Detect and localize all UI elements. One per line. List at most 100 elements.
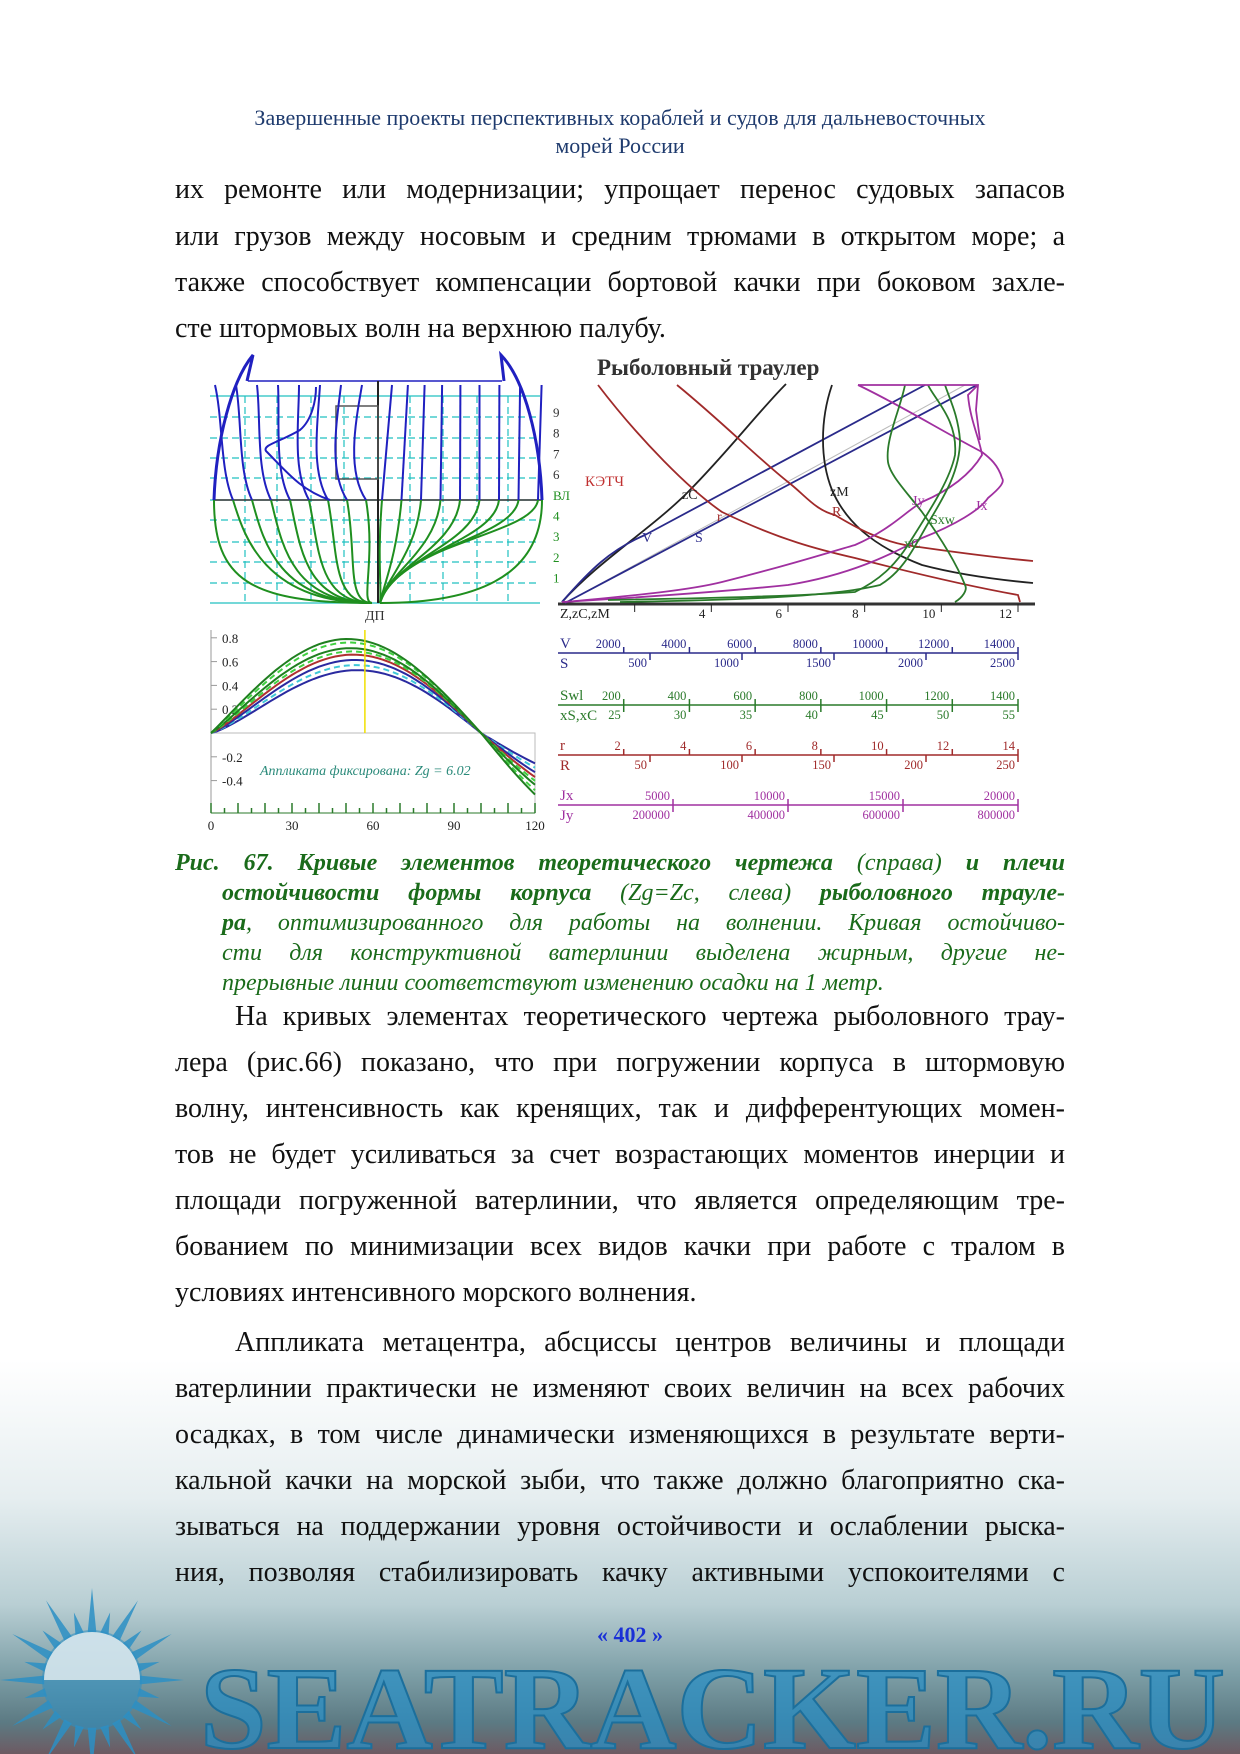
caption-segment: , оптимизированного для работы на волнен… [246, 910, 1065, 936]
waterline-label: 7 [553, 446, 560, 461]
scale-Jx: Jx Jy 5000 10000 15000 20000 200000 400000 60000… [558, 788, 1019, 824]
caption-segment: (Zg=Zc, слева) [591, 880, 792, 906]
y-tick-label: 0.6 [222, 655, 239, 670]
scale-r: rR 2 4 6 8 10 12 14 50 100 150 200 250 [558, 738, 1019, 774]
scale-value: 1200 [924, 689, 949, 703]
xC-curve [886, 384, 967, 603]
caption-segment: сти для конструктивной ватерлинии выделе… [222, 940, 1065, 966]
section-curve [379, 499, 461, 604]
body-plan-drawing: 9 8 7 6 ВЛ 4 3 2 1 ДП [210, 350, 570, 624]
section-curve [379, 499, 539, 604]
caption-segment: прерывные линии соответствуют изменению … [222, 970, 884, 996]
x-tick-label: 0 [208, 818, 215, 833]
section-curve [296, 384, 310, 501]
section-curve [256, 384, 272, 501]
scale-value: 600000 [863, 808, 901, 822]
z-tick-label: 6 [776, 606, 783, 621]
scale-value: 45 [871, 708, 884, 722]
centerline-label: ДП [365, 609, 385, 624]
section-curve [235, 384, 253, 501]
curve-label-xS: Sxw [930, 513, 956, 528]
scale-value: 6000 [727, 637, 752, 651]
text-line: ния, позволяя стабилизировать качку акти… [175, 1557, 1065, 1588]
z-tick-label: 12 [999, 606, 1012, 621]
scale-value: 55 [1003, 708, 1016, 722]
scale-value: 1000 [714, 656, 739, 670]
scale-value: 250 [996, 758, 1015, 772]
section-curve [537, 384, 543, 501]
scale-value: 25 [608, 708, 621, 722]
text-line: также способствует компенсации бортовой … [175, 267, 1065, 298]
waterline-label: 1 [553, 571, 560, 586]
x-tick-label: 90 [448, 818, 461, 833]
scale-value: 50 [937, 708, 950, 722]
watermark-text: SEATRACKER.RU [200, 1643, 1225, 1754]
scale-value: 6 [746, 739, 752, 753]
scale-value: 8 [812, 739, 818, 753]
z-axis-label: Z,zC,zM [560, 607, 610, 622]
scale-value: 30 [674, 708, 687, 722]
curve-label-xC: xC [904, 537, 920, 552]
scale-value: 200000 [633, 808, 671, 822]
text-line: ватерлинии практически не изменяют своих… [175, 1373, 1065, 1404]
scale-value: 400000 [748, 808, 786, 822]
section-curve [213, 499, 373, 604]
scale-value: 8000 [793, 637, 818, 651]
section-curve [308, 499, 373, 604]
x-tick-label: 120 [525, 818, 545, 833]
text-line: Аппликата метацентра, абсциссы центров в… [235, 1327, 1065, 1358]
sun-rays [0, 1588, 184, 1754]
x-tick-label: 30 [286, 818, 299, 833]
r-curve [597, 384, 1021, 603]
scale-value: 800 [799, 689, 818, 703]
section-curve [214, 384, 234, 501]
scale-bottom-label: xS,xC [560, 708, 597, 724]
section-curve [334, 384, 348, 501]
scale-top-label: Jx [560, 788, 574, 804]
x-tick-label: 60 [367, 818, 380, 833]
scale-value: 35 [740, 708, 753, 722]
scale-value: 50 [635, 758, 648, 772]
scale-value: 12000 [918, 637, 949, 651]
page-number: « 402 » [597, 1622, 663, 1647]
text-line: бованием по минимизации всех видов качки… [175, 1231, 1065, 1262]
scale-value: 14000 [984, 637, 1015, 651]
caption-segment: ра [222, 910, 246, 936]
scale-value: 2500 [990, 656, 1015, 670]
section-curve [277, 384, 291, 501]
z-tick-label: 10 [922, 606, 935, 621]
scale-value: 20000 [984, 789, 1015, 803]
caption-line: ра, оптимизированного для работы на волн… [222, 908, 1065, 938]
scale-value: 4 [680, 739, 687, 753]
scale-V: VS 2000 4000 6000 8000 10000 12000 14000 500 1000… [558, 636, 1019, 672]
caption-line: остойчивости формы корпуса (Zg=Zc, слева… [222, 878, 1065, 908]
scale-Swl: Swl xS,xC 200 400 600 800 1000 1200 1400 25 30 35 40… [558, 688, 1019, 724]
hydrostatic-curves-chart: Рыболовный траулер КЭТЧ zC V Sr zM R Jy Jx SxwxC… [558, 355, 1035, 622]
scale-value: 600 [733, 689, 752, 703]
watermark: SEATRACKER.RU [0, 1588, 1226, 1754]
scale-value: 4000 [661, 637, 686, 651]
sea-background-image [0, 1360, 1240, 1754]
curve-label-zC: zC [682, 488, 698, 503]
curve-label-S: S [695, 531, 703, 546]
sheer-line [498, 350, 544, 501]
section-curve [232, 499, 373, 604]
text-line: их ремонте или модернизации; упрощает пе… [175, 174, 1065, 205]
righting-arm-curve [210, 664, 536, 769]
header-line: Завершенные проекты перспективных корабл… [254, 105, 986, 130]
scale-value: 14 [1003, 739, 1016, 753]
section-curve [439, 384, 444, 501]
text-line: осадках, в том числе динамически изменяю… [175, 1419, 1065, 1450]
scale-value: 1500 [806, 656, 831, 670]
section-curve [420, 384, 426, 501]
stability-chart: 0.80.60.40.2-0.2-0.40 30 60 90 120Аппликата … [208, 630, 545, 833]
curve-label-ketch: КЭТЧ [585, 474, 624, 490]
scale-top-label: r [560, 738, 565, 754]
scale-value: 2000 [898, 656, 923, 670]
scale-value: 200 [602, 689, 621, 703]
text-line: сте штормовых волн на верхнюю палубу. [175, 313, 666, 344]
section-curve [379, 499, 481, 604]
Swl-curve [619, 384, 961, 603]
text-line: зываться на поддержании уровня остойчиво… [175, 1511, 1065, 1542]
scale-value: 15000 [869, 789, 900, 803]
